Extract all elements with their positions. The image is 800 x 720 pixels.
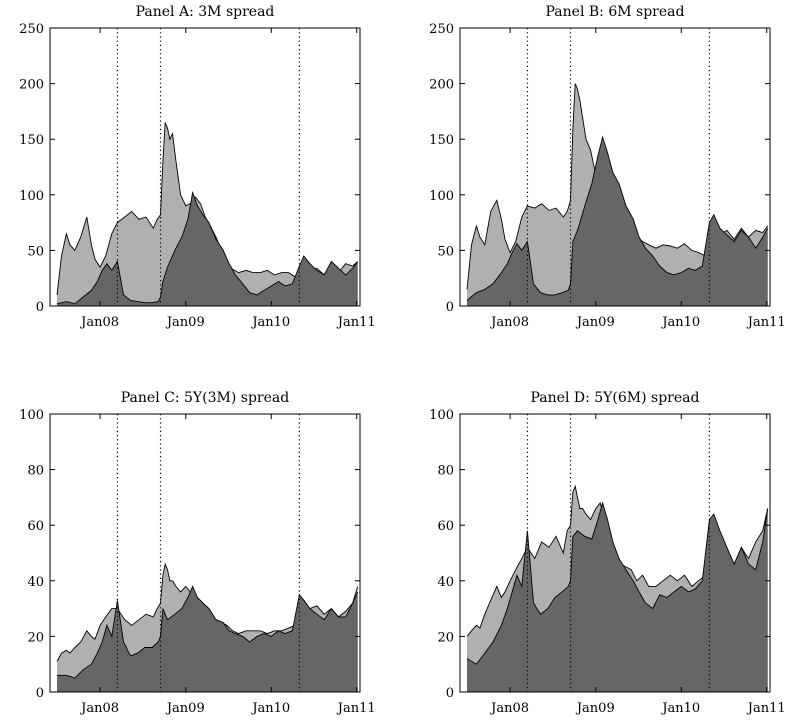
x-tick-label: Jan11 [746, 701, 786, 716]
y-tick-label: 40 [27, 575, 44, 590]
y-tick-label: 200 [19, 78, 44, 93]
x-tick-label: Jan08 [489, 315, 529, 330]
x-tick-label: Jan09 [575, 701, 615, 716]
axes-frame [459, 27, 771, 307]
y-tick-label: 0 [446, 686, 454, 701]
y-tick-label: 50 [27, 244, 44, 259]
series-area-1 [57, 122, 358, 306]
series-area-2 [467, 503, 768, 692]
y-tick-label: 100 [19, 408, 44, 423]
x-tick-label: Jan09 [575, 315, 615, 330]
series-area-2 [467, 137, 768, 306]
y-tick-label: 100 [19, 189, 44, 204]
axes-frame [49, 413, 361, 693]
series-line-2 [466, 501, 769, 665]
y-tick-label: 100 [429, 189, 454, 204]
chart-title: Panel C: 5Y(3M) spread [121, 390, 289, 406]
x-tick-label: Jan10 [250, 315, 290, 330]
axes-frame [459, 413, 771, 693]
x-tick-label: Jan08 [489, 701, 529, 716]
y-tick-label: 80 [437, 464, 454, 479]
y-tick-label: 0 [446, 300, 454, 315]
y-tick-label: 250 [429, 22, 454, 37]
series-area-2 [57, 586, 358, 692]
chart-title: Panel A: 3M spread [136, 4, 275, 20]
series-line-2 [56, 190, 359, 305]
y-tick-label: 150 [429, 133, 454, 148]
chart-panel-4: 0 20 40 60 80 100 Jan08 Jan09 Jan10 Jan11 Panel D:… [429, 390, 785, 716]
x-tick-label: Jan09 [165, 701, 205, 716]
chart-panel-3: 0 20 40 60 80 100 Jan08 Jan09 Jan10 Jan11 Panel C:… [19, 390, 375, 716]
x-tick-label: Jan11 [746, 315, 786, 330]
x-tick-label: Jan11 [336, 701, 376, 716]
y-tick-label: 50 [437, 244, 454, 259]
series-line-2 [466, 135, 769, 301]
axes-frame [49, 27, 361, 307]
y-tick-label: 0 [36, 300, 44, 315]
chart-title: Panel B: 6M spread [546, 4, 685, 20]
x-tick-label: Jan10 [660, 315, 700, 330]
x-tick-label: Jan10 [250, 701, 290, 716]
y-tick-label: 200 [429, 78, 454, 93]
y-tick-label: 20 [27, 630, 44, 645]
x-tick-label: Jan08 [79, 701, 119, 716]
series-area-2 [57, 192, 358, 306]
x-tick-label: Jan10 [660, 701, 700, 716]
chart-panel-1: 0 50 100 150 200 250 Jan08 Jan09 Jan10 Jan11 Panel… [19, 4, 375, 330]
y-tick-label: 60 [437, 519, 454, 534]
chart-title: Panel D: 5Y(6M) spread [531, 390, 700, 406]
y-tick-label: 250 [19, 22, 44, 37]
x-tick-label: Jan09 [165, 315, 205, 330]
y-tick-label: 100 [429, 408, 454, 423]
y-tick-label: 40 [437, 575, 454, 590]
series-line-2 [57, 585, 359, 679]
series-area-1 [467, 83, 768, 306]
x-tick-label: Jan08 [79, 315, 119, 330]
chart-panel-2: 0 50 100 150 200 250 Jan08 Jan09 Jan10 Jan11 Panel… [429, 4, 785, 330]
x-tick-label: Jan11 [336, 315, 376, 330]
y-tick-label: 150 [19, 133, 44, 148]
y-tick-label: 80 [27, 464, 44, 479]
y-tick-label: 20 [437, 630, 454, 645]
y-tick-label: 0 [36, 686, 44, 701]
y-tick-label: 60 [27, 519, 44, 534]
